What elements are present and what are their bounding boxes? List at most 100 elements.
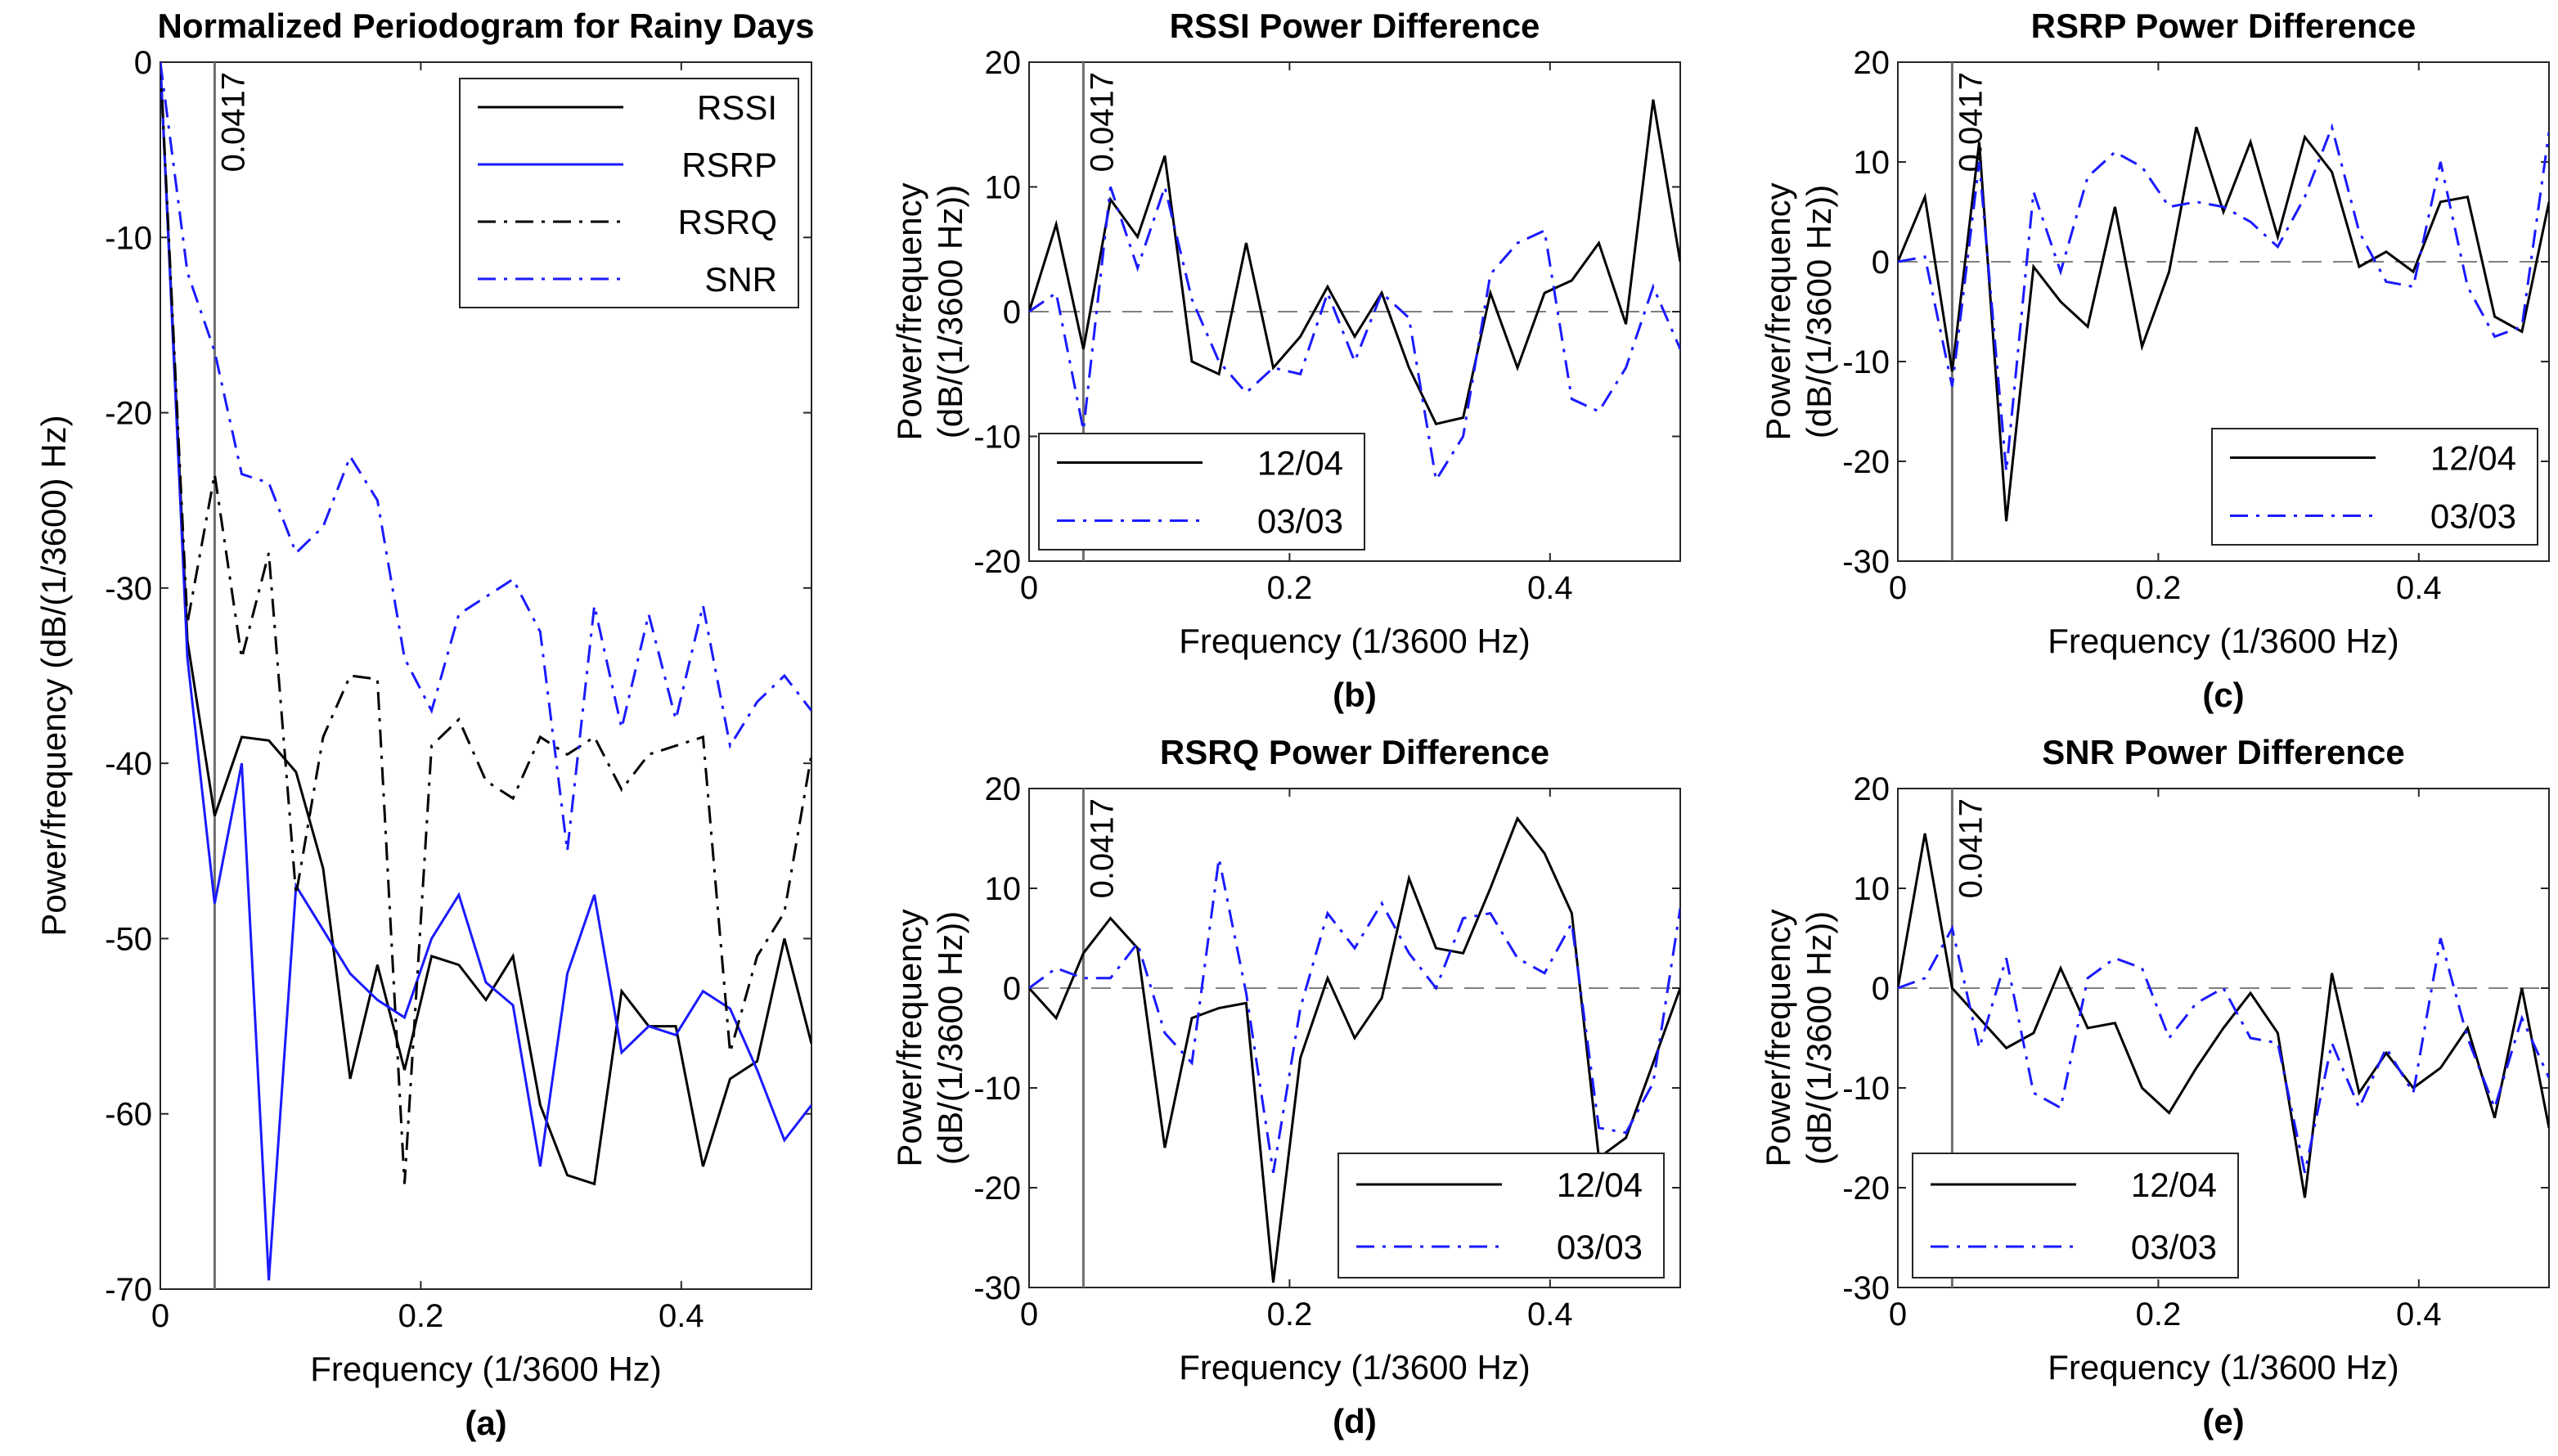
vline-label: 0.0417 [1953, 72, 1989, 172]
y-tick-label: 0 [1872, 971, 1890, 1007]
panel-label: (a) [465, 1404, 506, 1442]
chart-panel-d: 0 0.2 0.4 -30 -20 -10 0 10 20 0.0417 12/04 03/03 RSR… [890, 733, 1681, 1440]
legend-label: 03/03 [2131, 1228, 2217, 1266]
y-tick-label: 20 [1854, 45, 1890, 81]
chart-panel-b: 0 0.2 0.4 -20 -10 0 10 20 0.0417 12/04 03/03 RSSI P… [890, 7, 1681, 714]
legend-label: RSRP [681, 146, 777, 184]
y-tick-label: 0 [134, 45, 152, 81]
legend-label: 12/04 [2430, 439, 2516, 478]
y-tick-label: -30 [1842, 544, 1890, 580]
x-axis-label: Frequency (1/3600 Hz) [310, 1350, 662, 1388]
legend-label: 03/03 [1557, 1228, 1643, 1266]
legend-label: RSSI [697, 88, 777, 127]
x-axis-label: Frequency (1/3600 Hz) [1179, 1348, 1531, 1386]
chart-panel-e: 0 0.2 0.4 -30 -20 -10 0 10 20 0.0417 12/04 03/03 SNR… [1759, 733, 2550, 1440]
y-tick-label: -20 [973, 1171, 1021, 1207]
legend-box [2211, 428, 2538, 546]
x-tick-label: 0 [1020, 1296, 1038, 1332]
legend-label: 12/04 [1557, 1166, 1643, 1204]
y-tick-label: -70 [105, 1272, 152, 1308]
series-line-03-03 [1029, 182, 1680, 484]
legend-box [1038, 433, 1365, 550]
x-axis-label: Frequency (1/3600 Hz) [1179, 622, 1531, 660]
x-tick-label: 0 [151, 1298, 169, 1334]
x-tick-label: 0.4 [2396, 570, 2442, 606]
panel-label: (e) [2202, 1402, 2244, 1440]
legend-label: 12/04 [2131, 1166, 2217, 1204]
x-tick-label: 0.4 [1527, 1296, 1573, 1332]
y-tick-label: -20 [1842, 1171, 1890, 1207]
x-tick-label: 0.4 [2396, 1296, 2442, 1332]
y-axis-label: (dB/(1/3600 Hz)) [931, 185, 969, 438]
legend-label: 03/03 [2430, 497, 2516, 536]
chart-title: RSRQ Power Difference [1160, 733, 1549, 771]
series-line-12-04 [1898, 126, 2549, 522]
y-axis-label: (dB/(1/3600 Hz)) [1800, 185, 1838, 438]
y-tick-label: 10 [985, 170, 1022, 206]
x-axis-label: Frequency (1/3600 Hz) [2048, 622, 2399, 660]
y-axis-label: Power/frequency [890, 182, 928, 440]
chart-title: RSRP Power Difference [2031, 7, 2416, 45]
y-tick-label: -10 [105, 220, 152, 256]
legend-label: 03/03 [1257, 502, 1343, 541]
x-tick-label: 0.2 [1267, 1296, 1313, 1332]
y-tick-label: 20 [985, 771, 1022, 807]
chart-panel-a: 0 0.2 0.4 -70 -60 -50 -40 -30 -20 -10 0 0.0417 RSSI R… [34, 7, 814, 1442]
y-axis-label: Power/frequency [890, 909, 928, 1166]
panel-label: (b) [1333, 676, 1377, 714]
vline-label: 0.0417 [1084, 72, 1120, 172]
x-tick-label: 0.4 [659, 1298, 704, 1334]
y-tick-label: -20 [105, 396, 152, 432]
panel-label: (d) [1333, 1402, 1377, 1440]
legend-label: RSRQ [678, 203, 777, 241]
y-tick-label: -10 [1842, 1071, 1890, 1107]
y-tick-label: 20 [1854, 771, 1890, 807]
series-line-12-04 [1029, 816, 1680, 1283]
chart-title: RSSI Power Difference [1170, 7, 1540, 45]
y-tick-label: -10 [973, 420, 1021, 456]
series-line-03-03 [1898, 924, 2549, 1174]
y-tick-label: 0 [1872, 245, 1890, 281]
x-tick-label: 0.4 [1527, 570, 1573, 606]
y-axis-label: Power/frequency (dB/(1/3600) Hz) [34, 415, 73, 936]
legend-box [1912, 1153, 2239, 1278]
y-tick-label: -30 [973, 1270, 1021, 1306]
series-line-03-03 [1029, 858, 1680, 1173]
series-line-12-04 [1029, 99, 1680, 426]
legend-box [459, 78, 799, 308]
y-axis-label: Power/frequency [1759, 182, 1797, 440]
y-tick-label: 0 [1003, 294, 1021, 330]
y-tick-label: -10 [973, 1071, 1021, 1107]
legend-label: SNR [704, 260, 777, 299]
chart-title: SNR Power Difference [2042, 733, 2404, 771]
x-tick-label: 0 [1020, 570, 1038, 606]
series-line-rsrp [160, 62, 811, 1281]
y-tick-label: 0 [1003, 971, 1021, 1007]
legend-label: 12/04 [1257, 444, 1343, 483]
y-axis-label: (dB/(1/3600 Hz)) [1800, 911, 1838, 1165]
y-tick-label: -30 [1842, 1270, 1890, 1306]
y-tick-label: -50 [105, 921, 152, 957]
series-line-rsrq [160, 62, 811, 1184]
y-tick-label: -60 [105, 1097, 152, 1133]
x-tick-label: 0.2 [2136, 570, 2182, 606]
chart-title: Normalized Periodogram for Rainy Days [158, 7, 815, 45]
vline-label: 0.0417 [215, 72, 251, 172]
y-tick-label: -40 [105, 746, 152, 782]
y-tick-label: 10 [1854, 871, 1890, 907]
series-line-03-03 [1898, 123, 2549, 472]
x-axis-label: Frequency (1/3600 Hz) [2048, 1348, 2399, 1386]
x-tick-label: 0 [1889, 1296, 1907, 1332]
x-tick-label: 0.2 [1267, 570, 1313, 606]
chart-panel-c: 0 0.2 0.4 -30 -20 -10 0 10 20 0.0417 12/04 03/03 RSR… [1759, 7, 2550, 714]
series-line-rssi [160, 62, 811, 1186]
y-tick-label: 10 [1854, 145, 1890, 181]
y-tick-label: 20 [985, 45, 1022, 81]
x-tick-label: 0.2 [2136, 1296, 2182, 1332]
panel-label: (c) [2202, 676, 2244, 714]
vline-label: 0.0417 [1953, 798, 1989, 898]
x-tick-label: 0 [1889, 570, 1907, 606]
y-tick-label: 10 [985, 871, 1022, 907]
y-tick-label: -30 [105, 571, 152, 607]
